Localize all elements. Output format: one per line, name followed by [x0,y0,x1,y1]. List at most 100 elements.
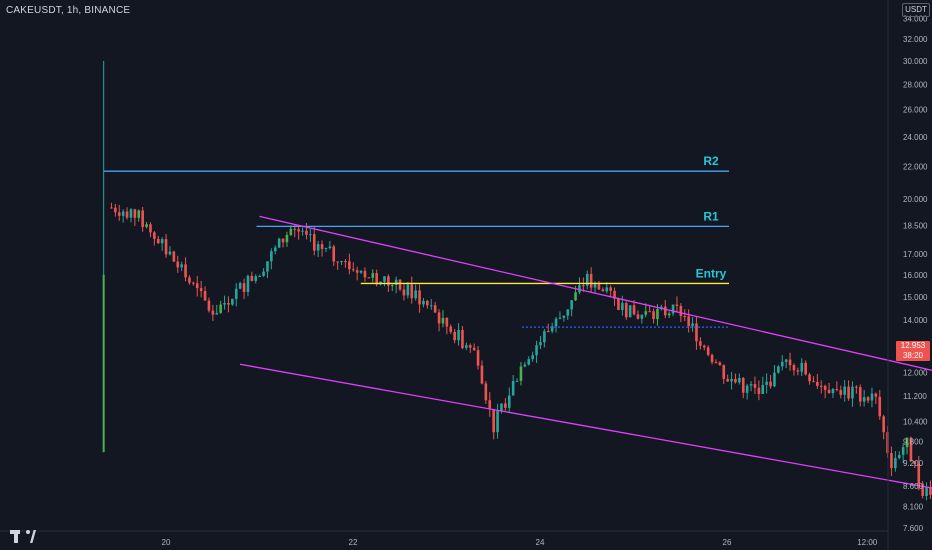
candle [691,323,694,326]
candle [215,312,219,315]
currency-button[interactable]: USDT [902,3,930,17]
candle [722,365,726,379]
candle [667,313,671,316]
candle [675,304,679,307]
descending-channel[interactable] [239,215,932,506]
price-tick-label: 24.000 [903,133,928,142]
candle [293,228,297,230]
candle [897,454,901,459]
candle [632,305,636,315]
candle [110,207,113,209]
candle [550,326,554,332]
candle [761,384,765,394]
candle [617,298,620,311]
candle [121,211,125,216]
candle [156,238,160,244]
horizontal-levels[interactable]: R2 R1 Entry [103,154,729,328]
candle [332,246,336,262]
candle [301,230,304,232]
candle [546,331,550,333]
candle [270,251,273,262]
bar-countdown: 38:20 [902,351,924,360]
candle [242,283,246,293]
candle [422,300,425,305]
candle [609,287,612,291]
candle [890,453,893,469]
candle [699,341,702,346]
candle [199,288,203,291]
time-tick-label: 20 [162,538,171,547]
candle [387,276,390,286]
candle [796,370,800,372]
candle [929,486,932,495]
candle [117,212,121,216]
candle [277,238,281,248]
candle [714,362,718,364]
candle [792,365,796,371]
candle [336,261,339,263]
candle [819,385,823,387]
candle [800,362,804,372]
symbol-title[interactable]: CAKEUSDT, 1h, BINANCE [6,5,131,16]
candle [238,283,242,289]
candle [145,224,148,227]
candle [266,261,269,272]
candle [223,302,226,305]
candle [180,264,183,268]
candle [351,269,355,271]
candle [371,273,375,278]
tradingview-logo-icon[interactable] [10,530,36,544]
candle [523,364,527,367]
candle [231,298,234,305]
price-tick-label: 26.000 [903,106,928,115]
candle [192,282,195,284]
candle [234,288,238,299]
price-tick-label: 14.000 [903,316,928,325]
candle [706,347,710,355]
candle [640,314,644,319]
candle [624,303,628,318]
candlestick-series [102,61,932,501]
candle [636,314,640,319]
candle [164,239,168,255]
candle [851,386,854,399]
channel-line[interactable] [239,363,932,506]
candle [593,284,597,288]
level-label: Entry [696,266,727,280]
candle [297,229,300,232]
candle [500,403,503,411]
candle [188,277,191,283]
candle [289,228,293,235]
candle [125,211,129,218]
candle [172,251,176,262]
candle [769,381,772,387]
candle [219,304,222,313]
candle [141,210,144,227]
candle [804,362,807,375]
candle [843,386,846,395]
candle [808,374,811,382]
candle [176,261,180,268]
candle [149,224,152,233]
candle [862,397,866,402]
candle [585,273,589,286]
candle [773,372,776,387]
candle [601,289,605,292]
candle [905,437,909,448]
candle [847,386,850,399]
price-tick-label: 18.500 [903,221,928,230]
candle [320,244,324,249]
candle [858,387,862,402]
price-axis[interactable]: 34.000 32.000 30.000 28.000 26.000 24.000 22.0… [903,14,928,533]
candle [457,329,460,341]
candle [597,284,601,290]
candle [414,290,417,299]
candle [309,234,312,236]
candle [827,389,831,394]
channel-line[interactable] [259,215,932,399]
last-price-tag: 12.953 38:20 [896,341,930,361]
time-tick-label: 22 [349,538,358,547]
candle [574,292,577,301]
